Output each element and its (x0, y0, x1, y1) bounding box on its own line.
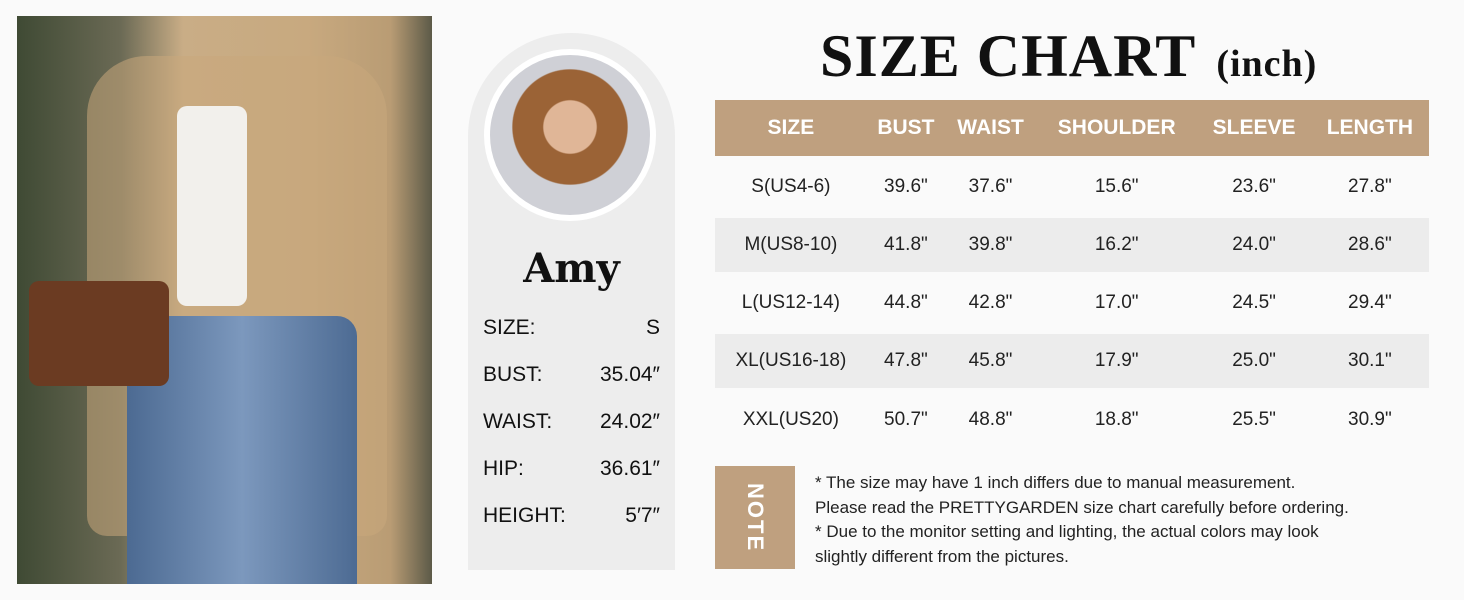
table-cell: 42.8" (968, 292, 1013, 313)
column-header: SIZE (715, 100, 867, 158)
column-header: BUST (866, 100, 946, 158)
column-header: LENGTH (1310, 100, 1429, 158)
stat-size: SIZE: S (483, 316, 660, 339)
table-cell: 18.8" (1094, 409, 1139, 430)
table-cell: 39.6" (884, 176, 928, 197)
table-cell: 50.7" (884, 409, 928, 430)
table-row: S(US4-6) 39.6" 37.6" 15.6" 23.6" 27.8" (715, 158, 1429, 216)
column-header: SHOULDER (1036, 100, 1198, 158)
stat-height: HEIGHT: 5′7″ (483, 504, 660, 527)
model-avatar (484, 49, 656, 221)
table-cell: XL(US16-18) (715, 332, 867, 390)
note-text: * The size may have 1 inch differs due t… (815, 473, 1349, 566)
table-cell: 28.6" (1310, 216, 1429, 274)
page-title: SIZE CHART (inch) (820, 23, 1318, 89)
table-cell: 41.8" (866, 216, 946, 274)
table-cell: 47.8" (866, 332, 946, 390)
stat-hip: HIP: 36.61″ (483, 457, 660, 480)
table-cell: 39.8" (945, 216, 1037, 274)
table-cell: 30.1" (1310, 332, 1429, 390)
table-cell: 24.5" (1232, 292, 1276, 313)
table-header: SIZE BUST WAIST SHOULDER SLEEVE LENGTH (715, 100, 1429, 158)
table-cell: S(US4-6) (751, 176, 831, 197)
size-table: SIZE BUST WAIST SHOULDER SLEEVE LENGTH S(US4-… (715, 100, 1429, 448)
table-cell: 29.4" (1348, 292, 1392, 313)
note-label: NOTE (715, 466, 795, 569)
table-cell: 48.8" (968, 409, 1013, 430)
unit-label: (inch) (1216, 43, 1318, 85)
column-header: WAIST (945, 100, 1037, 158)
white-shirt (177, 106, 247, 306)
table-cell: 17.0" (1094, 292, 1139, 313)
table-cell: 44.8" (884, 292, 928, 313)
table-row: XL(US16-18) 47.8" 45.8" 17.9" 25.0" 30.1" (715, 332, 1429, 390)
table-cell: 45.8" (945, 332, 1037, 390)
table-row: M(US8-10) 41.8" 39.8" 16.2" 24.0" 28.6" (715, 216, 1429, 274)
table-row: XXL(US20) 50.7" 48.8" 18.8" 25.5" 30.9" (715, 390, 1429, 448)
table-cell: 37.6" (968, 176, 1013, 197)
table-cell: 25.0" (1197, 332, 1311, 390)
table-cell: 16.2" (1036, 216, 1198, 274)
model-name: Amy (523, 245, 620, 292)
product-photo (17, 16, 432, 584)
stat-bust: BUST: 35.04″ (483, 363, 660, 386)
table-cell: 30.9" (1348, 409, 1392, 430)
stat-waist: WAIST: 24.02″ (483, 410, 660, 433)
table-cell: 23.6" (1232, 176, 1276, 197)
table-row: L(US12-14) 44.8" 42.8" 17.0" 24.5" 29.4" (715, 274, 1429, 332)
table-cell: XXL(US20) (742, 409, 839, 430)
table-cell: 17.9" (1036, 332, 1198, 390)
model-stats: SIZE: S BUST: 35.04″ WAIST: 24.02″ HIP: 36.6… (483, 316, 660, 551)
column-header: SLEEVE (1197, 100, 1311, 158)
table-cell: 24.0" (1197, 216, 1311, 274)
table-cell: L(US12-14) (741, 292, 840, 313)
table-cell: 27.8" (1348, 176, 1392, 197)
table-cell: 25.5" (1232, 409, 1276, 430)
table-cell: 15.6" (1094, 176, 1139, 197)
table-cell: M(US8-10) (715, 216, 867, 274)
handbag (29, 281, 169, 386)
